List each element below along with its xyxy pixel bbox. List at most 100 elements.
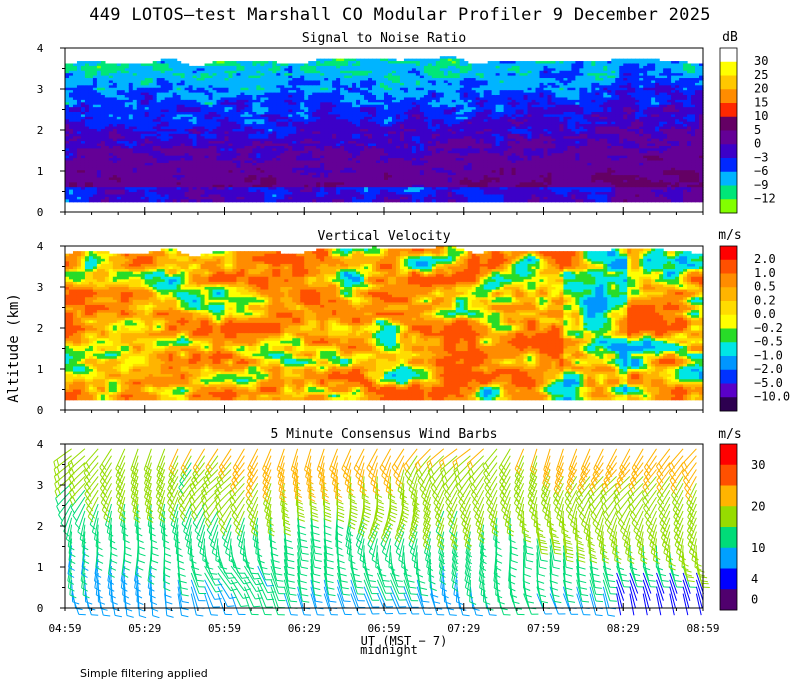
colorbar-label: 0 <box>754 137 761 151</box>
colorbar-label: 10 <box>754 109 768 123</box>
x-tick-label: 05:29 <box>128 622 161 635</box>
colorbar-swatch <box>720 397 737 412</box>
colorbar-swatch <box>720 568 737 590</box>
colorbar-label: −6 <box>754 164 768 178</box>
x-tick-label: 05:59 <box>208 622 241 635</box>
colorbar-swatch <box>720 547 737 569</box>
y-tick-label: 3 <box>37 83 44 96</box>
y-tick-label: 4 <box>37 438 44 451</box>
y-tick-label: 2 <box>37 124 44 137</box>
colorbar-swatch <box>720 383 737 398</box>
colorbar-swatch <box>720 89 737 104</box>
colorbar-label: −3 <box>754 150 768 164</box>
colorbar-label: 20 <box>754 82 768 96</box>
y-tick-label: 2 <box>37 520 44 533</box>
panel-vv-field <box>65 246 704 401</box>
colorbar-frame <box>719 245 738 412</box>
colorbar-swatch <box>720 103 737 118</box>
y-tick-label: 4 <box>37 42 44 55</box>
colorbar-units: m/s <box>718 427 741 442</box>
colorbar-swatch <box>720 259 737 274</box>
colorbar-frame <box>719 47 738 214</box>
colorbar-label: −2.0 <box>754 362 783 376</box>
colorbar-swatch <box>720 199 737 214</box>
colorbar-swatch <box>720 130 737 145</box>
colorbar-label: −0.2 <box>754 321 783 335</box>
colorbar-swatch <box>720 48 737 63</box>
colorbar-swatch <box>720 185 737 200</box>
colorbar-swatch <box>720 314 737 329</box>
x-tick-label: 04:59 <box>48 622 81 635</box>
panel-snr-field <box>65 56 704 203</box>
x-tick-label: 08:29 <box>607 622 640 635</box>
chart-title: 449 LOTOS—test Marshall CO Modular Profi… <box>0 5 800 25</box>
y-tick-label: 1 <box>37 363 44 376</box>
colorbar-label: −1.0 <box>754 348 783 362</box>
colorbar-swatch <box>720 356 737 371</box>
colorbar-label: −12 <box>754 192 776 206</box>
colorbar-units: dB <box>722 30 738 45</box>
colorbar-swatch <box>720 444 737 466</box>
colorbar-swatch <box>720 589 737 611</box>
y-tick-label: 0 <box>37 602 44 615</box>
colorbar-label: 20 <box>751 499 765 513</box>
colorbar-swatch <box>720 527 737 549</box>
colorbar-label: 10 <box>751 541 765 555</box>
midnight-marker: midnight <box>360 643 418 657</box>
colorbar-swatch <box>720 328 737 343</box>
colorbar-swatch <box>720 144 737 159</box>
colorbar-label: 15 <box>754 95 768 109</box>
y-tick-label: 3 <box>37 479 44 492</box>
colorbar-label: 25 <box>754 68 768 82</box>
panel-wind-axes: 0 1 2 3 4 5 Minute Consensus Wind Barbs <box>37 427 704 615</box>
panel-wind-barbs <box>53 448 710 619</box>
y-tick-label: 2 <box>37 322 44 335</box>
colorbar-swatch <box>720 116 737 131</box>
colorbar-label: −10.0 <box>754 390 790 404</box>
colorbar-swatch <box>720 342 737 357</box>
filter-note: Simple filtering applied <box>80 667 208 680</box>
colorbar-swatch <box>720 485 737 507</box>
x-tick-label: 06:29 <box>288 622 321 635</box>
colorbar-label: 5 <box>754 123 761 137</box>
colorbar-swatch <box>720 273 737 288</box>
y-tick-label: 4 <box>37 240 44 253</box>
panel-wind-colorbar: m/s 30 20 10 4 0 <box>718 427 765 611</box>
panel-wind-title: 5 Minute Consensus Wind Barbs <box>271 427 498 442</box>
colorbar-label: 30 <box>754 54 768 68</box>
panel-snr-title: Signal to Noise Ratio <box>302 31 466 46</box>
colorbar-swatch <box>720 75 737 90</box>
x-axis-label: UT (MST − 7) <box>361 634 448 648</box>
colorbar-swatch <box>720 506 737 528</box>
x-tick-label: 07:29 <box>447 622 480 635</box>
colorbar-swatch <box>720 369 737 384</box>
y-tick-label: 0 <box>37 404 44 417</box>
colorbar-swatch <box>720 61 737 76</box>
colorbar-swatch <box>720 171 737 186</box>
colorbar-units: m/s <box>718 228 741 243</box>
colorbar-label: 0.0 <box>754 307 776 321</box>
colorbar-swatch <box>720 301 737 316</box>
colorbar-swatch <box>720 287 737 302</box>
colorbar-label: −5.0 <box>754 376 783 390</box>
y-tick-label: 0 <box>37 206 44 219</box>
colorbar-label: 0.2 <box>754 293 776 307</box>
colorbar-frame <box>719 443 738 611</box>
x-tick-label: 06:59 <box>367 622 400 635</box>
x-tick-label: 08:59 <box>686 622 719 635</box>
colorbar-label: 0 <box>751 593 758 607</box>
colorbar-swatch <box>720 246 737 261</box>
colorbar-label: 1.0 <box>754 266 776 280</box>
colorbar-label: 2.0 <box>754 252 776 266</box>
colorbar-label: 30 <box>751 458 765 472</box>
x-tick-label: 07:59 <box>527 622 560 635</box>
y-tick-label: 1 <box>37 165 44 178</box>
y-tick-label: 3 <box>37 281 44 294</box>
y-axis-label: Altitude (km) <box>6 293 22 403</box>
colorbar-label: −9 <box>754 178 768 192</box>
panel-vv-colorbar: m/s 2.01.00.50.20.0−0.2−0.5−1.0−2.0−5.0−1… <box>718 228 790 412</box>
colorbar-label: 4 <box>751 572 758 586</box>
colorbar-swatch <box>720 158 737 173</box>
